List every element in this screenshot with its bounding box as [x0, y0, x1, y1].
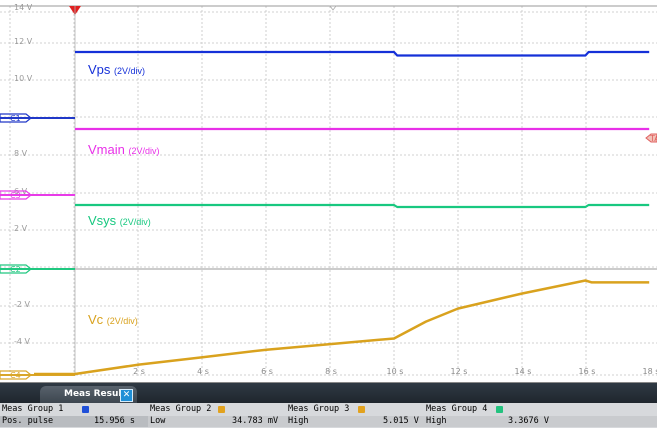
meas-group-4-name: High: [426, 416, 447, 426]
trace-label-vmain: Vmain (2V/div): [88, 142, 159, 157]
trace-label-vps: Vps (2V/div): [88, 62, 145, 77]
meas-results-tab-label: Meas Results: [64, 389, 132, 399]
y-axis-tick-label: -4 V: [14, 337, 31, 346]
y-axis-tick-label: 2 V: [14, 224, 28, 233]
meas-group-3-name: High: [288, 416, 309, 426]
meas-group-2-label: Meas Group 2: [150, 404, 212, 414]
trace-name: Vc: [88, 312, 107, 327]
x-axis-tick-label: 2 s: [133, 367, 145, 376]
meas-group-2-value: 34.783 mV: [232, 416, 279, 426]
meas-group-2-name: Low: [150, 416, 166, 426]
channel-marker-label: C2: [10, 265, 21, 274]
x-axis-tick-label: 10 s: [387, 367, 404, 376]
meas-results-tab[interactable]: Meas Results: [40, 386, 138, 403]
meas-group-4-badge: [496, 406, 503, 413]
close-icon[interactable]: ✕: [120, 389, 133, 402]
y-axis-tick-label: 12 V: [14, 37, 33, 46]
trace-vps: [75, 50, 650, 57]
meas-group-3-label: Meas Group 3: [288, 404, 350, 414]
x-axis-tick-label: 4 s: [197, 367, 209, 376]
measurement-tab-bar: Meas Results ✕: [0, 383, 657, 403]
meas-group-1-badge: [82, 406, 89, 413]
channel-offset-marker: [0, 370, 32, 380]
meas-group-3-badge: [358, 406, 365, 413]
channel-marker-label: C3: [10, 191, 21, 200]
measurement-group-row: Meas Group 1 Meas Group 2 Meas Group 3 M…: [0, 404, 657, 415]
meas-group-2-badge: [218, 406, 225, 413]
trace-scale: (2V/div): [107, 316, 138, 326]
trace-name: Vps: [88, 62, 114, 77]
x-axis-tick-label: 18 s: [643, 367, 657, 376]
channel-marker-label: C1: [10, 114, 21, 123]
x-axis-tick-label: 14 s: [515, 367, 532, 376]
meas-group-4-label: Meas Group 4: [426, 404, 488, 414]
meas-group-1-value: 15.956 s: [94, 416, 135, 426]
center-marker: [329, 5, 337, 11]
trace-vsys: [75, 203, 650, 209]
trigger-level-marker: [645, 133, 657, 143]
meas-group-3-value: 5.015 V: [383, 416, 419, 426]
channel-offset-marker: [0, 190, 32, 200]
meas-group-4-value: 3.3676 V: [508, 416, 549, 426]
trace-label-vsys: Vsys (2V/div): [88, 213, 151, 228]
trace-scale: (2V/div): [120, 217, 151, 227]
trace-vc: [74, 279, 650, 376]
x-axis-tick-label: 6 s: [261, 367, 273, 376]
channel-offset-marker: [0, 264, 32, 274]
trace-scale: (2V/div): [114, 66, 145, 76]
y-axis-tick-label: 8 V: [14, 149, 28, 158]
x-axis-tick-label: 8 s: [325, 367, 337, 376]
channel-marker-label: C4: [10, 371, 21, 380]
trigger-level-label: TA: [649, 134, 657, 143]
y-axis-tick-label: -2 V: [14, 300, 31, 309]
y-axis-tick-label: 10 V: [14, 74, 33, 83]
measurement-panel: Meas Results ✕ Meas Group 1 Meas Group 2…: [0, 382, 657, 428]
trace-scale: (2V/div): [128, 146, 159, 156]
measurement-value-row: Pos. pulse 15.956 s Low 34.783 mV High 5…: [0, 416, 657, 427]
y-axis-tick-label: 14 V: [14, 3, 33, 12]
trace-name: Vmain: [88, 142, 128, 157]
trace-label-vc: Vc (2V/div): [88, 312, 138, 327]
x-axis-tick-label: 12 s: [451, 367, 468, 376]
meas-group-1-name: Pos. pulse: [2, 416, 54, 426]
trace-name: Vsys: [88, 213, 120, 228]
channel-offset-marker: [0, 113, 32, 123]
x-axis-tick-label: 16 s: [579, 367, 596, 376]
meas-cell-bg: [0, 416, 148, 427]
meas-group-1-label: Meas Group 1: [2, 404, 64, 414]
